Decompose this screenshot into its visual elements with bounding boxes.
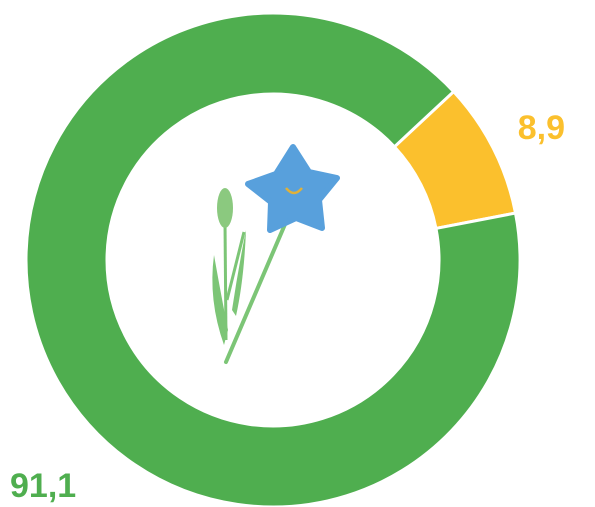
data-label: 8,9: [518, 109, 565, 147]
donut-segment: [24, 11, 522, 507]
flower-icon: [212, 144, 340, 364]
data-label: 91,1: [10, 467, 76, 505]
